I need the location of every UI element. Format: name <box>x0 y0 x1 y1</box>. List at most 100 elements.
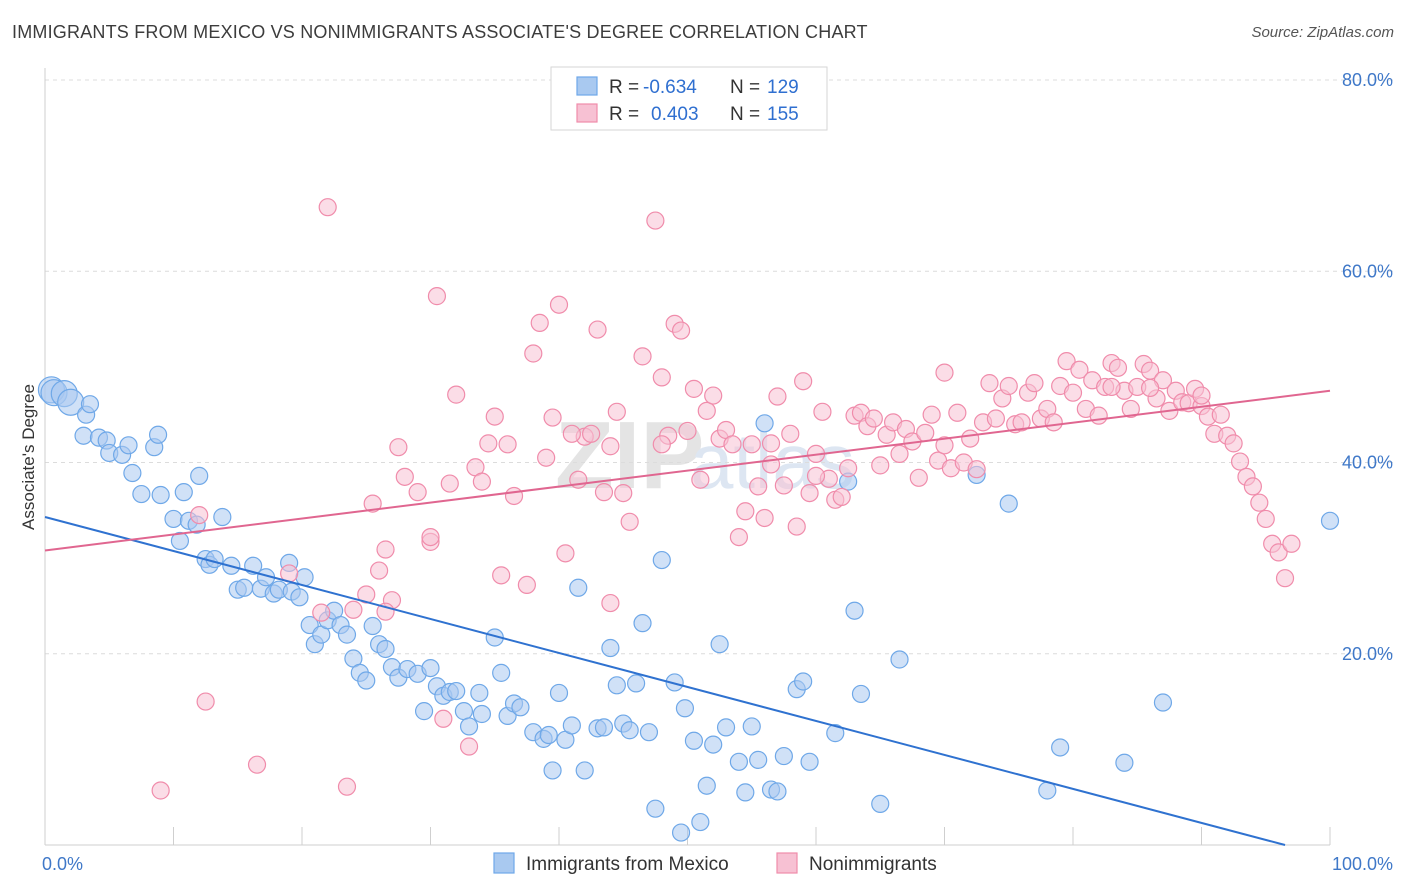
point-pink-109 <box>1057 352 1076 371</box>
legend-r-label-1: R = <box>609 104 639 125</box>
point-pink-24 <box>472 472 491 491</box>
x-tick-label-0: 0.0% <box>42 854 83 874</box>
point-blue-74 <box>543 761 562 780</box>
point-pink-19 <box>434 709 453 728</box>
point-blue-121 <box>1115 753 1134 772</box>
point-pink-43 <box>614 484 633 503</box>
point-pink-133 <box>1211 405 1230 424</box>
point-pink-114 <box>1089 406 1108 425</box>
point-pink-67 <box>787 517 806 536</box>
point-pink-66 <box>781 424 800 443</box>
point-pink-155 <box>562 424 581 443</box>
bottom-legend-swatch-blue <box>493 852 515 874</box>
point-pink-40 <box>594 483 614 502</box>
point-pink-25 <box>485 407 504 426</box>
point-pink-92 <box>948 403 967 422</box>
point-pink-88 <box>922 405 941 424</box>
point-blue-99 <box>716 718 736 737</box>
legend-swatch-blue <box>576 76 598 96</box>
point-pink-8 <box>344 600 363 619</box>
point-pink-68 <box>794 372 813 391</box>
point-pink-154 <box>806 466 826 485</box>
point-pink-69 <box>800 484 819 503</box>
point-pink-143 <box>1275 569 1295 588</box>
point-blue-98 <box>710 635 729 654</box>
point-pink-148 <box>479 434 498 453</box>
point-blue-37 <box>290 588 309 607</box>
point-pink-153 <box>1140 378 1160 398</box>
point-pink-44 <box>620 512 639 531</box>
point-pink-59 <box>736 502 755 521</box>
point-pink-50 <box>671 321 691 340</box>
point-pink-86 <box>909 468 928 487</box>
legend-n-value-1: 155 <box>767 104 799 125</box>
series-nonimmigrants <box>151 198 1301 800</box>
y-tick-label-1: 40.0% <box>1342 453 1393 473</box>
point-blue-49 <box>363 616 382 636</box>
point-blue-81 <box>594 718 614 737</box>
point-pink-63 <box>761 434 781 453</box>
legend-n-value-0: 129 <box>767 77 799 98</box>
point-blue-26 <box>213 507 232 527</box>
point-pink-22 <box>459 737 479 756</box>
point-pink-53 <box>691 470 710 489</box>
point-blue-70 <box>511 698 530 717</box>
bottom-legend-swatch-pink <box>776 852 798 874</box>
point-blue-92 <box>671 823 691 842</box>
legend-r-label-0: R = <box>609 77 639 98</box>
point-pink-27 <box>498 435 517 454</box>
point-pink-79 <box>864 409 883 428</box>
point-blue-16 <box>151 485 170 505</box>
point-pink-102 <box>1012 413 1031 432</box>
point-blue-63 <box>459 717 479 736</box>
legend-r-value-1: 0.403 <box>651 104 699 125</box>
point-blue-104 <box>755 414 774 433</box>
point-blue-97 <box>704 735 723 754</box>
point-pink-87 <box>916 423 935 442</box>
chart-title: IMMIGRANTS FROM MEXICO VS NONIMMIGRANTS … <box>12 22 868 42</box>
point-blue-25 <box>205 549 224 569</box>
point-pink-42 <box>607 402 626 421</box>
point-blue-11 <box>119 436 138 455</box>
legend-n-label-1: N = <box>730 104 760 125</box>
point-blue-88 <box>639 723 659 742</box>
point-blue-62 <box>454 702 474 721</box>
legend-r-value-0: -0.634 <box>643 77 697 98</box>
point-blue-78 <box>569 578 588 597</box>
y-tick-label-3: 80.0% <box>1342 70 1393 90</box>
point-blue-95 <box>691 812 710 832</box>
point-pink-38 <box>582 424 601 443</box>
point-blue-17 <box>164 509 183 529</box>
point-pink-144 <box>1282 534 1301 553</box>
point-pink-33 <box>543 408 562 427</box>
point-pink-1 <box>190 505 209 525</box>
bottom-legend: Immigrants from Mexico Nonimmigrants <box>493 852 937 875</box>
point-pink-39 <box>588 320 607 339</box>
point-pink-65 <box>774 476 793 495</box>
point-pink-142 <box>1269 543 1288 562</box>
point-pink-107 <box>1044 413 1063 432</box>
point-blue-122 <box>1153 693 1173 712</box>
point-pink-52 <box>684 379 704 398</box>
point-blue-113 <box>845 601 864 620</box>
point-pink-18 <box>427 287 447 306</box>
point-blue-115 <box>871 794 890 813</box>
point-pink-45 <box>633 347 652 366</box>
point-pink-136 <box>1230 452 1250 471</box>
y-tick-label-2: 60.0% <box>1342 261 1393 281</box>
series-immigrants-from-mexico <box>37 376 1340 842</box>
source-label: Source: ZipAtlas.com <box>1251 24 1394 41</box>
point-pink-71 <box>813 402 832 421</box>
point-blue-109 <box>794 672 813 691</box>
point-blue-75 <box>549 683 569 703</box>
point-pink-32 <box>537 448 556 467</box>
y-axis-label: Associate's Degree <box>19 384 38 530</box>
point-pink-119 <box>1121 399 1140 419</box>
point-blue-82 <box>601 638 620 658</box>
point-pink-90 <box>935 363 954 382</box>
point-pink-156 <box>1102 377 1121 397</box>
point-blue-57 <box>421 658 440 678</box>
point-pink-41 <box>601 593 620 613</box>
point-pink-28 <box>504 486 524 506</box>
axes <box>44 68 1331 846</box>
